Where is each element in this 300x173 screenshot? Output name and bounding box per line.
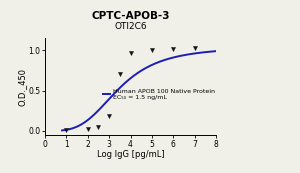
Text: OTI2C6: OTI2C6 — [114, 22, 147, 31]
Y-axis label: O.D._450: O.D._450 — [18, 67, 27, 106]
Text: CPTC-APOB-3: CPTC-APOB-3 — [91, 11, 170, 21]
X-axis label: Log IgG [pg/mL]: Log IgG [pg/mL] — [97, 150, 164, 159]
Legend: Human APOB 100 Native Protein
EC₅₀ = 1.5 ng/mL: Human APOB 100 Native Protein EC₅₀ = 1.5… — [103, 89, 214, 100]
